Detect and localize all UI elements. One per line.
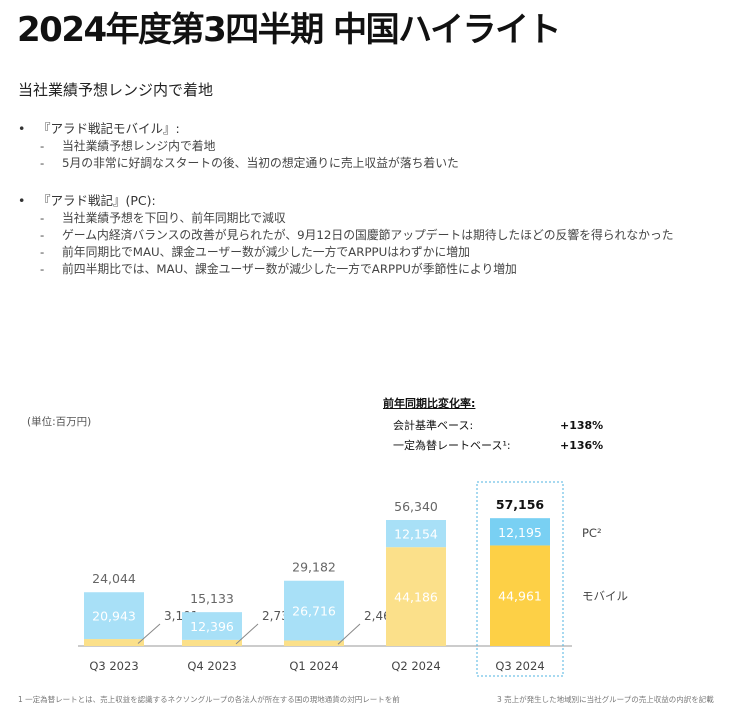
- data-label-pc: 26,716: [292, 604, 336, 619]
- list-item: - 当社業績予想レンジ内で着地: [18, 138, 459, 155]
- yoy-label: 一定為替レートベース¹:: [393, 439, 511, 452]
- footnote-right: 3 売上が発生した地域別に当社グループの売上収益の内訳を記載: [497, 695, 714, 704]
- dash-icon: -: [40, 211, 45, 225]
- list-item: - 前年同期比でMAU、課金ユーザー数が減少した一方でARPPUはわずかに増加: [18, 244, 674, 261]
- yoy-label: 会計基準ベース:: [393, 419, 474, 432]
- section-heading: • 『アラド戦記モバイル』:: [18, 120, 459, 138]
- leader-line: [235, 623, 259, 645]
- bar-mobile: [386, 547, 446, 646]
- x-tick-label: Q4 2023: [187, 659, 236, 673]
- list-item: - 当社業績予想を下回り、前年同期比で減収: [18, 210, 674, 227]
- list-item-text: 前年同期比でMAU、課金ユーザー数が減少した一方でARPPUはわずかに増加: [62, 245, 470, 259]
- list-item-text: 当社業績予想を下回り、前年同期比で減収: [62, 211, 286, 225]
- data-label-total: 57,156: [496, 497, 545, 512]
- bullet-icon: •: [18, 193, 26, 208]
- bar-mobile: [84, 639, 144, 646]
- yoy-row: 一定為替レートベース¹: +136%: [383, 436, 613, 456]
- section-heading: • 『アラド戦記』(PC):: [18, 192, 674, 210]
- leader-line: [137, 623, 161, 644]
- bar-pc: [490, 518, 550, 546]
- list-item: - ゲーム内経済バランスの改善が見られたが、9月12日の国慶節アップデートは期待…: [18, 227, 674, 244]
- yoy-value: +136%: [560, 439, 604, 452]
- x-tick-label: Q3 2023: [89, 659, 138, 673]
- x-tick-label: Q1 2024: [289, 659, 338, 673]
- dash-icon: -: [40, 245, 45, 259]
- page-subtitle: 当社業績予想レンジ内で着地: [18, 81, 214, 99]
- bar-mobile: [182, 639, 242, 646]
- list-item-text: 5月の非常に好調なスタートの後、当初の想定通りに売上収益が落ち着いた: [62, 156, 459, 170]
- data-label-pc: 20,943: [92, 609, 136, 624]
- data-label-mobile: 44,186: [394, 590, 438, 605]
- data-label-total: 15,133: [190, 591, 234, 606]
- data-label-total: 29,182: [292, 560, 336, 575]
- dash-icon: -: [40, 156, 45, 170]
- footnote-left: 1 一定為替レートとは、売上収益を認識するネクソングループの各法人が所在する国の…: [18, 695, 400, 704]
- list-item-text: 当社業績予想レンジ内で着地: [62, 139, 216, 153]
- section-heading-text: 『アラド戦記モバイル』:: [38, 121, 180, 136]
- data-label-total: 56,340: [394, 499, 438, 514]
- dash-icon: -: [40, 228, 45, 242]
- x-tick-label: Q2 2024: [391, 659, 440, 673]
- bar-pc: [284, 580, 344, 641]
- list-item: - 前四半期比では、MAU、課金ユーザー数が減少した一方でARPPUが季節性によ…: [18, 261, 674, 278]
- bullet-icon: •: [18, 121, 26, 136]
- data-label-mobile: 44,961: [498, 589, 542, 604]
- dash-icon: -: [40, 139, 45, 153]
- yoy-value: +138%: [560, 419, 604, 432]
- list-item-text: ゲーム内経済バランスの改善が見られたが、9月12日の国慶節アップデートは期待した…: [62, 228, 674, 242]
- legend-label-mobile: モバイル: [582, 589, 628, 603]
- mobile-section: • 『アラド戦記モバイル』: - 当社業績予想レンジ内で着地 - 5月の非常に好…: [18, 120, 459, 172]
- list-item: - 5月の非常に好調なスタートの後、当初の想定通りに売上収益が落ち着いた: [18, 155, 459, 172]
- data-label-pc: 12,396: [190, 619, 234, 634]
- legend-label-pc: PC²: [582, 526, 602, 540]
- x-tick-label: Q3 2024: [495, 659, 544, 673]
- data-label-pc: 12,195: [498, 525, 542, 540]
- page-title: 2024年度第3四半期 中国ハイライト: [17, 10, 561, 50]
- yoy-change-box: 前年同期比変化率: 会計基準ベース: +138% 一定為替レートベース¹: +1…: [383, 396, 613, 456]
- data-label-total: 24,044: [92, 571, 136, 586]
- data-label-pc: 12,154: [394, 527, 438, 542]
- list-item-text: 前四半期比では、MAU、課金ユーザー数が減少した一方でARPPUが季節性により増…: [62, 262, 517, 276]
- bar-pc: [84, 592, 144, 640]
- bar-pc: [386, 520, 446, 548]
- yoy-title: 前年同期比変化率:: [383, 397, 476, 410]
- unit-label: (単位:百万円): [27, 416, 92, 428]
- leader-line: [337, 623, 361, 645]
- pc-section: • 『アラド戦記』(PC): - 当社業績予想を下回り、前年同期比で減収 - ゲ…: [18, 192, 674, 278]
- section-heading-text: 『アラド戦記』(PC):: [38, 193, 156, 208]
- dash-icon: -: [40, 262, 45, 276]
- bar-mobile: [490, 545, 550, 646]
- bar-pc: [182, 612, 242, 640]
- bar-mobile: [284, 640, 344, 646]
- yoy-row: 会計基準ベース: +138%: [383, 416, 613, 436]
